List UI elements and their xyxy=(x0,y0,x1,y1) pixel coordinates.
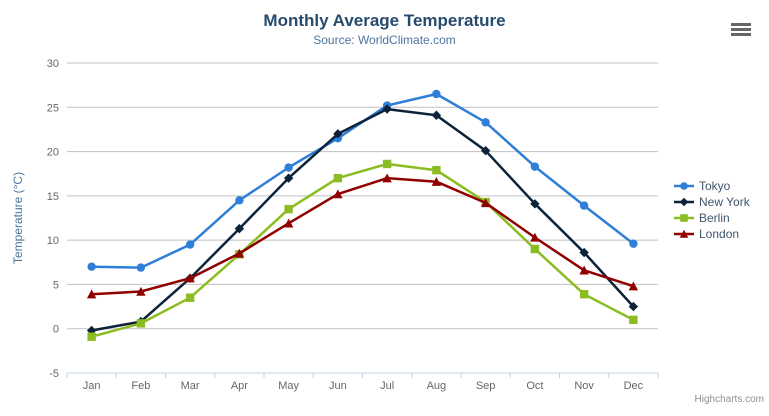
data-point-marker-circle[interactable] xyxy=(432,89,441,99)
y-tick-label: 15 xyxy=(47,191,59,203)
series-new-york xyxy=(86,104,639,336)
x-tick-label: Jun xyxy=(329,380,347,392)
data-point-marker-diamond[interactable] xyxy=(234,223,245,234)
legend-label: London xyxy=(699,227,740,241)
legend-marker-circle-icon xyxy=(674,182,694,190)
data-point-marker-triangle[interactable] xyxy=(382,173,392,183)
legend-marker-diamond-icon xyxy=(674,197,694,207)
data-point-marker-diamond[interactable] xyxy=(628,301,639,312)
series-line xyxy=(90,162,635,338)
legend-item-london[interactable]: London xyxy=(674,226,750,242)
y-axis-title: Temperature (°C) xyxy=(11,172,25,264)
y-tick-label: 0 xyxy=(53,324,59,336)
x-tick-label: Dec xyxy=(624,380,644,392)
x-tick-label: Jul xyxy=(380,380,394,392)
data-point-marker-diamond[interactable] xyxy=(431,110,442,120)
data-point-marker-square[interactable] xyxy=(284,204,293,214)
data-point-marker-triangle[interactable] xyxy=(185,273,195,283)
data-point-marker-circle[interactable] xyxy=(284,163,293,172)
y-tick-label: 5 xyxy=(53,279,59,291)
legend-marker-square-icon xyxy=(674,214,694,222)
data-point-marker-diamond[interactable] xyxy=(579,247,589,258)
data-point-marker-square[interactable] xyxy=(136,319,146,328)
data-point-marker-circle[interactable] xyxy=(87,262,96,271)
x-tick-label: May xyxy=(278,380,299,392)
data-point-marker-triangle[interactable] xyxy=(579,265,589,275)
export-menu-button[interactable] xyxy=(728,21,754,39)
data-point-marker-triangle[interactable] xyxy=(234,248,245,258)
x-tick-label: Feb xyxy=(131,380,150,392)
y-tick-label: 10 xyxy=(47,235,59,247)
data-point-marker-square[interactable] xyxy=(530,244,540,254)
legend-item-berlin[interactable]: Berlin xyxy=(674,210,750,226)
data-point-marker-triangle[interactable] xyxy=(431,176,442,186)
x-tick-label: Nov xyxy=(574,380,594,392)
y-gridlines xyxy=(67,62,658,374)
data-point-marker-diamond[interactable] xyxy=(283,173,294,183)
data-point-marker-triangle[interactable] xyxy=(333,189,343,199)
chart-subtitle: Source: WorldClimate.com xyxy=(313,33,456,47)
series-line xyxy=(90,176,635,296)
data-point-marker-circle[interactable] xyxy=(530,162,540,171)
hamburger-icon xyxy=(731,23,751,26)
series-london xyxy=(86,173,639,299)
data-point-marker-circle[interactable] xyxy=(235,196,244,205)
x-tick-label: Aug xyxy=(427,380,447,392)
data-point-marker-circle[interactable] xyxy=(481,118,490,127)
y-tick-label: 20 xyxy=(47,147,59,159)
data-point-marker-triangle[interactable] xyxy=(480,198,491,208)
chart-legend: Tokyo New York Berlin London xyxy=(674,178,750,242)
x-axis xyxy=(66,372,659,378)
data-point-marker-circle[interactable] xyxy=(136,263,146,272)
x-tick-label: Oct xyxy=(526,380,543,392)
data-point-marker-square[interactable] xyxy=(382,159,392,169)
data-point-marker-circle[interactable] xyxy=(185,240,195,249)
data-point-marker-triangle[interactable] xyxy=(530,232,540,242)
series-line xyxy=(90,92,635,269)
x-tick-label: Sep xyxy=(476,380,496,392)
data-point-marker-triangle[interactable] xyxy=(86,289,97,299)
data-point-marker-circle[interactable] xyxy=(629,239,638,248)
hamburger-icon xyxy=(731,33,751,36)
data-point-marker-square[interactable] xyxy=(432,165,441,175)
x-tick-label: Jan xyxy=(83,380,101,392)
legend-label: Berlin xyxy=(699,211,730,225)
data-point-marker-diamond[interactable] xyxy=(480,145,491,156)
y-axis-labels: -5 0 5 10 15 20 25 30 xyxy=(47,58,59,380)
data-point-marker-circle[interactable] xyxy=(680,182,688,190)
legend-marker-triangle-icon xyxy=(674,229,694,238)
data-point-marker-triangle[interactable] xyxy=(136,286,146,296)
data-point-marker-diamond[interactable] xyxy=(333,129,343,139)
data-point-marker-triangle[interactable] xyxy=(679,229,689,238)
chart-title: Monthly Average Temperature xyxy=(263,11,506,30)
series-tokyo xyxy=(87,89,638,272)
data-point-marker-square[interactable] xyxy=(629,315,638,325)
x-axis-labels: Jan Feb Mar Apr May Jun Jul Aug Sep Oct Nov Dec xyxy=(83,380,644,392)
data-point-marker-square[interactable] xyxy=(87,332,96,341)
data-point-marker-square[interactable] xyxy=(579,289,589,299)
data-point-marker-triangle[interactable] xyxy=(628,281,639,291)
data-point-marker-diamond[interactable] xyxy=(530,199,540,209)
y-tick-label: 25 xyxy=(47,102,59,114)
credits-link[interactable]: Highcharts.com xyxy=(694,394,764,405)
data-point-marker-square[interactable] xyxy=(680,214,688,222)
data-point-marker-circle[interactable] xyxy=(579,201,589,210)
series-line xyxy=(90,107,635,332)
legend-label: Tokyo xyxy=(699,179,731,193)
x-tick-label: Mar xyxy=(181,380,200,392)
legend-label: New York xyxy=(699,195,750,209)
data-point-marker-square[interactable] xyxy=(333,173,343,183)
legend-item-new-york[interactable]: New York xyxy=(674,194,750,210)
y-tick-label: 30 xyxy=(47,58,59,70)
y-tick-label: -5 xyxy=(49,368,59,380)
hamburger-icon xyxy=(731,28,751,31)
data-point-marker-square[interactable] xyxy=(185,293,195,302)
data-point-marker-triangle[interactable] xyxy=(283,218,294,228)
legend-item-tokyo[interactable]: Tokyo xyxy=(674,178,750,194)
data-point-marker-diamond[interactable] xyxy=(382,104,392,114)
x-tick-label: Apr xyxy=(231,380,248,392)
data-point-marker-diamond[interactable] xyxy=(679,197,689,207)
